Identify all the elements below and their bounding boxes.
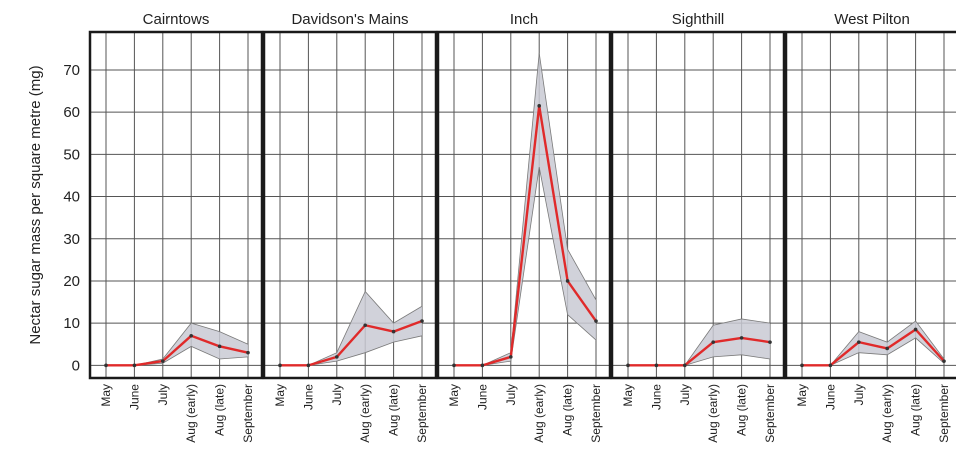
- panel-inch: Inch May June July Aug (early) Aug (late) Sept…: [436, 11, 612, 443]
- x-tick-label: Aug (early): [184, 384, 198, 443]
- panel-frame: [262, 30, 438, 380]
- y-tick-label: 30: [63, 231, 80, 248]
- x-tick-label: June: [649, 384, 663, 410]
- x-tick-label: September: [589, 384, 603, 443]
- x-tick-label: Aug (early): [880, 384, 894, 443]
- data-point: [739, 336, 744, 340]
- data-point: [363, 323, 368, 328]
- panel-west-pilton: West Pilton May June July Aug (early) Aug (la…: [784, 11, 956, 443]
- y-tick-label: 20: [63, 273, 80, 290]
- mean-line: [802, 328, 945, 367]
- data-point: [509, 355, 513, 359]
- y-tick-labels: 0 10 20 30 40 50 60 70: [63, 62, 80, 374]
- data-point: [913, 327, 918, 332]
- x-tick-label: Aug (late): [735, 384, 749, 436]
- data-point: [594, 319, 598, 323]
- x-tick-label: July: [156, 384, 170, 405]
- panel-title: Sighthill: [672, 11, 725, 28]
- x-tick-label: May: [273, 384, 287, 407]
- panel-frame: [88, 30, 264, 380]
- x-tick-label: June: [127, 384, 141, 410]
- y-axis-label: Nectar sugar mass per square metre (mg): [27, 65, 44, 344]
- data-point: [857, 340, 861, 344]
- range-band: [106, 323, 248, 366]
- data-point: [161, 359, 165, 363]
- data-point: [306, 363, 311, 368]
- panel-title: Inch: [510, 11, 538, 28]
- x-tick-label: May: [795, 384, 809, 407]
- x-tick-label: Aug (late): [213, 384, 227, 436]
- mean-line: [628, 336, 771, 367]
- panel-davidson-s-mains: Davidson's Mains May June July Aug (early) Au…: [262, 11, 438, 443]
- data-point: [768, 340, 772, 344]
- x-tick-label: June: [301, 384, 315, 410]
- data-point: [654, 363, 659, 368]
- data-point: [104, 363, 108, 368]
- data-point: [132, 363, 137, 368]
- data-point: [942, 359, 946, 363]
- mean-line: [454, 104, 597, 367]
- x-tick-label: July: [330, 384, 344, 405]
- mean-line: [106, 334, 249, 367]
- range-band: [802, 321, 944, 366]
- x-tick-label: May: [447, 384, 461, 407]
- x-tick-label: June: [823, 384, 837, 410]
- data-point: [626, 363, 630, 368]
- y-tick-label: 70: [63, 62, 80, 79]
- range-band: [454, 53, 596, 366]
- y-tick-label: 40: [63, 189, 80, 206]
- x-tick-label: May: [99, 384, 113, 407]
- panel-title: Davidson's Mains: [291, 11, 408, 28]
- x-tick-label: Aug (early): [706, 384, 720, 443]
- data-point: [480, 363, 485, 368]
- x-tick-label: July: [504, 384, 518, 405]
- data-point: [537, 104, 541, 108]
- x-tick-label: June: [475, 384, 489, 410]
- data-point: [452, 363, 456, 368]
- data-point: [335, 355, 339, 359]
- x-tick-label: September: [937, 384, 951, 443]
- data-point: [278, 363, 282, 368]
- data-point: [828, 363, 833, 368]
- x-tick-label: May: [621, 384, 635, 407]
- y-tick-label: 0: [72, 357, 80, 374]
- mean-line: [280, 319, 423, 367]
- panel-frame: [784, 30, 956, 380]
- panel-cairntows: Cairntows May June July Aug (early) Aug (late…: [88, 11, 264, 443]
- x-tick-label: September: [241, 384, 255, 443]
- data-point: [246, 350, 250, 355]
- x-tick-label: Aug (late): [909, 384, 923, 436]
- data-point: [217, 344, 222, 349]
- data-point: [420, 319, 424, 323]
- data-point: [885, 346, 889, 351]
- x-tick-label: Aug (late): [387, 384, 401, 436]
- data-point: [391, 329, 396, 334]
- data-point: [711, 340, 715, 344]
- data-point: [683, 363, 687, 368]
- data-point: [565, 279, 570, 283]
- x-tick-label: Aug (late): [561, 384, 575, 436]
- data-point: [800, 363, 804, 368]
- panel-title: Cairntows: [143, 11, 210, 28]
- panel-title: West Pilton: [834, 11, 910, 28]
- x-tick-label: July: [852, 384, 866, 405]
- panel-frame: [610, 30, 786, 380]
- x-tick-label: September: [763, 384, 777, 443]
- range-band: [628, 318, 770, 366]
- panels: Cairntows May June July Aug (early) Aug (late…: [88, 11, 956, 443]
- x-tick-label: Aug (early): [532, 384, 546, 443]
- x-tick-label: July: [678, 384, 692, 405]
- x-tick-label: September: [415, 384, 429, 443]
- range-band: [280, 291, 422, 366]
- x-tick-label: Aug (early): [358, 384, 372, 443]
- y-tick-label: 10: [63, 315, 80, 332]
- panel-sighthill: Sighthill May June July Aug (early) Aug (late…: [610, 11, 786, 443]
- y-tick-label: 60: [63, 104, 80, 121]
- data-point: [189, 334, 193, 338]
- y-tick-label: 50: [63, 146, 80, 163]
- panel-frame: [436, 30, 612, 380]
